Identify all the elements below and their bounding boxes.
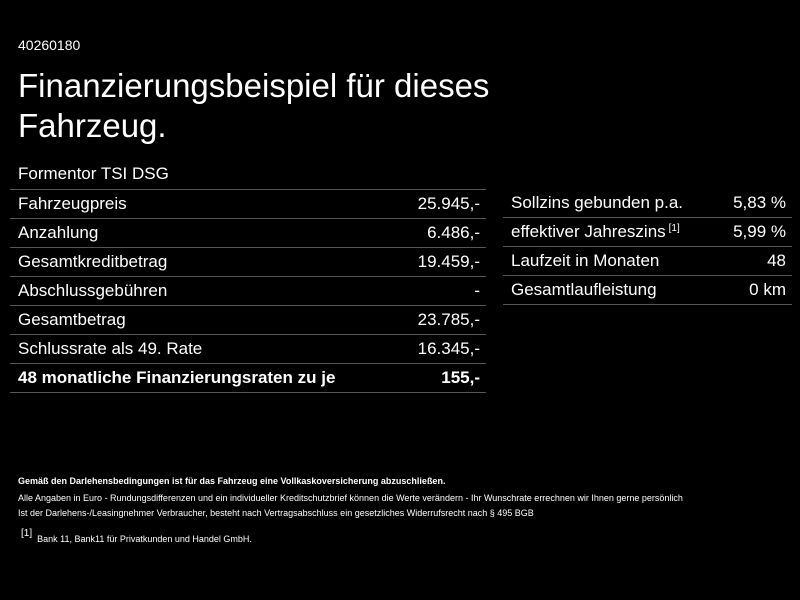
row-value: 6.486,- [427,223,480,242]
row-value: 16.345,- [417,339,480,358]
footnote-text: Bank 11, Bank11 für Privatkunden und Han… [37,533,252,544]
rate-row: Laufzeit in Monaten 48 [503,247,792,276]
vehicle-id: 40260180 [18,37,81,53]
row-value: 5,99 % [733,222,786,241]
row-label: Gesamtlaufleistung [511,280,657,300]
financing-table: Fahrzeugpreis 25.945,- Anzahlung 6.486,- Ges… [10,189,486,393]
note-bold: Gemäß den Darlehensbedingungen ist für d… [18,476,446,486]
row-value: 155,- [441,368,480,387]
row-label: 48 monatliche Finanzierungsraten zu je [18,368,336,387]
total-row: 48 monatliche Finanzierungsraten zu je 15… [10,364,486,393]
table-row: Schlussrate als 49. Rate 16.345,- [10,335,486,364]
row-label: Fahrzeugpreis [18,194,127,213]
row-label: Abschlussgebühren [18,281,168,300]
row-label: Anzahlung [18,223,99,242]
row-label-text: effektiver Jahreszins [511,222,666,241]
row-value: 23.785,- [417,310,480,329]
row-label: Laufzeit in Monaten [511,251,659,271]
note-line: Ist der Darlehens-/Leasingnehmer Verbrau… [18,508,534,518]
rate-row: effektiver Jahreszins [1] 5,99 % [503,218,792,247]
note-line: Alle Angaben in Euro - Rundungsdifferenz… [18,492,683,503]
table-row: Gesamtkreditbetrag 19.459,- [10,248,486,277]
row-value: 0 km [749,280,786,299]
row-value: 19.459,- [417,252,480,271]
row-value: 48 [767,251,786,270]
row-label-text: Laufzeit in Monaten [511,251,660,270]
footnote-ref: [1] [668,223,680,234]
subtitle: Formentor TSI DSG [18,164,169,183]
table-row: Abschlussgebühren - [10,277,486,306]
rate-row: Sollzins gebunden p.a. 5,83 % [503,189,792,218]
row-label: Schlussrate als 49. Rate [18,339,203,358]
footnote-ref: [1] [21,527,33,539]
title: Finanzierungsbeispiel für dieses Fahrzeu… [18,67,490,144]
rates-table: Sollzins gebunden p.a. 5,83 % effektiver J… [503,189,792,305]
row-label: Sollzins gebunden p.a. [511,193,683,213]
row-value: 5,83 % [733,193,786,212]
rate-row: Gesamtlaufleistung 0 km [503,276,792,305]
table-row: Fahrzeugpreis 25.945,- [10,190,486,219]
row-label: effektiver Jahreszins [1] [511,222,680,242]
row-label-text: Gesamtlaufleistung [511,280,657,299]
row-label: Gesamtbetrag [18,310,126,329]
row-value: - [474,281,480,300]
table-row: Gesamtbetrag 23.785,- [10,306,486,335]
notes: Gemäß den Darlehensbedingungen ist für d… [18,474,683,547]
row-value: 25.945,- [417,194,480,213]
footnote: [1] Bank 11, Bank11 für Privatkunden und… [18,526,683,548]
row-label-text: Sollzins gebunden p.a. [511,193,684,212]
table-row: Anzahlung 6.486,- [10,219,486,248]
row-label: Gesamtkreditbetrag [18,252,168,271]
